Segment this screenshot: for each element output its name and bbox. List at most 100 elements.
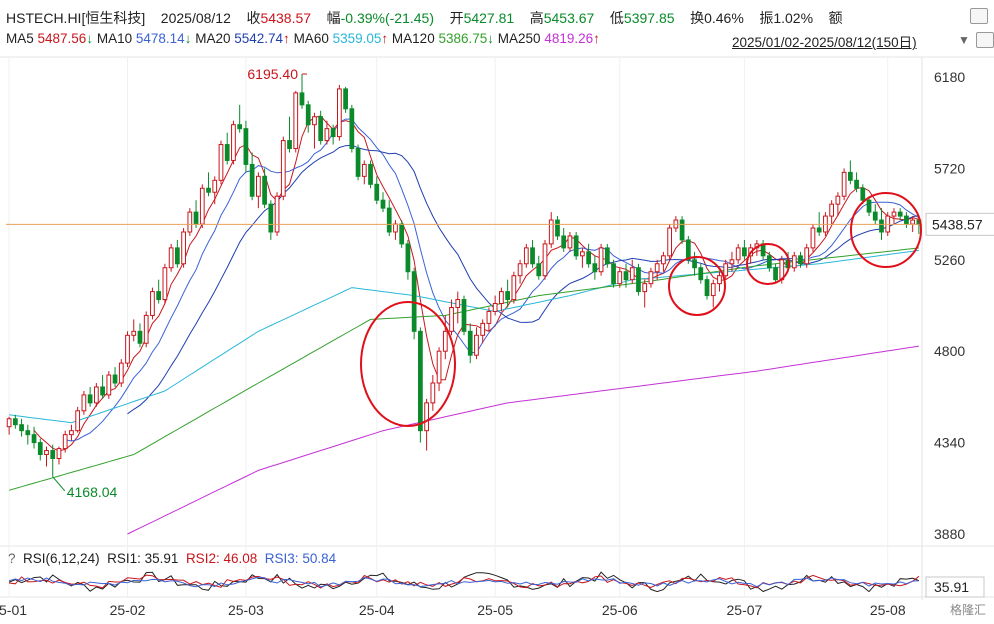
candle-body bbox=[156, 291, 162, 301]
candle-body bbox=[69, 430, 74, 436]
chevron-down-icon[interactable]: ▼ bbox=[958, 33, 970, 47]
candle-body bbox=[879, 219, 884, 233]
candle-body bbox=[505, 291, 510, 301]
candle-body bbox=[742, 247, 747, 257]
candle-body bbox=[37, 442, 43, 456]
help-icon[interactable]: ? bbox=[8, 551, 16, 566]
candle-body bbox=[50, 450, 56, 459]
highlight-circle bbox=[850, 192, 922, 268]
x-tick-label: 25-05 bbox=[477, 602, 513, 618]
symbol-label[interactable]: HSTECH.HI[恒生科技] bbox=[6, 10, 146, 26]
candle-body bbox=[530, 247, 535, 265]
ma-legend-value: 5542.74 bbox=[234, 31, 284, 46]
close-label: 收 bbox=[246, 10, 261, 26]
candle-body bbox=[174, 247, 180, 265]
candle-body bbox=[125, 334, 130, 364]
ma-legend-label: MA20 bbox=[195, 31, 235, 46]
candle-body bbox=[729, 259, 735, 265]
current-price-box bbox=[925, 212, 994, 236]
rsi2-label: RSI2: bbox=[185, 551, 220, 566]
rsi3-label: RSI3: bbox=[264, 551, 299, 566]
candle-body bbox=[461, 299, 467, 332]
candle-body bbox=[150, 291, 155, 316]
rsi1-value: 35.91 bbox=[144, 551, 179, 566]
candle-body bbox=[418, 330, 423, 432]
candle-body bbox=[380, 199, 386, 209]
candle-body bbox=[910, 219, 916, 225]
candle-body bbox=[592, 263, 598, 273]
highlight-circle bbox=[360, 301, 456, 427]
toolbar-icon[interactable] bbox=[970, 8, 988, 24]
candle-body bbox=[698, 267, 704, 281]
candle-body bbox=[841, 171, 847, 197]
candle-body bbox=[891, 211, 897, 217]
candle-body bbox=[685, 239, 691, 261]
candle-body bbox=[112, 374, 118, 384]
ma-legend-value: 4819.26 bbox=[544, 31, 594, 46]
candle-body bbox=[31, 434, 37, 444]
candle-body bbox=[287, 140, 292, 150]
x-tick-label: 25-03 bbox=[228, 602, 264, 618]
candle-body bbox=[773, 267, 778, 281]
ma250-line bbox=[127, 345, 919, 535]
candle-body bbox=[330, 128, 336, 138]
low-label: 低 bbox=[609, 10, 624, 26]
candle-body bbox=[162, 267, 168, 301]
date-label: 2025/08/12 bbox=[160, 10, 231, 26]
candle-body bbox=[262, 175, 267, 205]
candle-body bbox=[860, 187, 866, 201]
candle-body bbox=[548, 219, 554, 245]
candle-body bbox=[100, 386, 105, 396]
candle-body bbox=[212, 179, 218, 193]
candle-body bbox=[386, 207, 392, 233]
candle-body bbox=[25, 430, 31, 436]
candle-body bbox=[349, 108, 355, 150]
candle-body bbox=[231, 124, 236, 161]
candle-body bbox=[6, 418, 12, 428]
x-tick-label: 25-08 bbox=[870, 602, 906, 618]
candle-body bbox=[692, 259, 697, 269]
ma-legend-arrow: ↑ bbox=[283, 31, 294, 46]
candle-body bbox=[486, 310, 492, 324]
date-range-selector[interactable]: 2025/01/02-2025/08/12(150日) bbox=[732, 35, 917, 50]
candle-body bbox=[131, 330, 137, 336]
candle-body bbox=[255, 175, 261, 197]
candle-body bbox=[847, 171, 853, 181]
candle-body bbox=[268, 203, 274, 233]
candle-body bbox=[87, 394, 93, 404]
amplitude-value: 1.02% bbox=[773, 10, 814, 26]
ma-legend-value: 5487.56 bbox=[37, 31, 87, 46]
ma-legend-label: MA250 bbox=[497, 31, 545, 46]
candle-body bbox=[181, 231, 186, 265]
candle-body bbox=[810, 227, 816, 249]
rsi3-value: 50.84 bbox=[302, 551, 337, 566]
candle-body bbox=[623, 271, 629, 281]
candle-body bbox=[274, 195, 280, 233]
candle-body bbox=[424, 402, 429, 432]
quote-header: HSTECH.HI[恒生科技] 2025/08/12 收5438.57 幅-0.… bbox=[6, 8, 843, 28]
x-tick-label: 25-06 bbox=[602, 602, 638, 618]
candle-body bbox=[368, 163, 373, 185]
rsi-current-box bbox=[925, 576, 985, 598]
rsi3-line bbox=[8, 576, 919, 588]
candle-body bbox=[137, 330, 143, 344]
candle-body bbox=[436, 350, 442, 384]
candle-body bbox=[455, 299, 461, 308]
candle-body bbox=[816, 227, 822, 233]
candle-body bbox=[249, 163, 255, 197]
candle-body bbox=[492, 303, 498, 312]
candle-body bbox=[561, 235, 567, 249]
candle-body bbox=[580, 251, 585, 257]
candle-body bbox=[542, 243, 548, 277]
candle-body bbox=[617, 271, 623, 285]
ma-legend-value: 5478.14 bbox=[135, 31, 185, 46]
candle-body bbox=[866, 199, 872, 213]
candle-body bbox=[299, 92, 305, 106]
candle-body bbox=[399, 223, 405, 245]
candle-body bbox=[598, 247, 604, 273]
candle-body bbox=[187, 211, 193, 233]
rsi-legend: ? RSI(6,12,24) RSI1: 35.91 RSI2: 46.08 R… bbox=[8, 551, 336, 566]
ma-legend: MA5 5487.56↓ MA10 5478.14↓ MA20 5542.74↑… bbox=[6, 31, 600, 46]
candle-body bbox=[835, 195, 841, 205]
